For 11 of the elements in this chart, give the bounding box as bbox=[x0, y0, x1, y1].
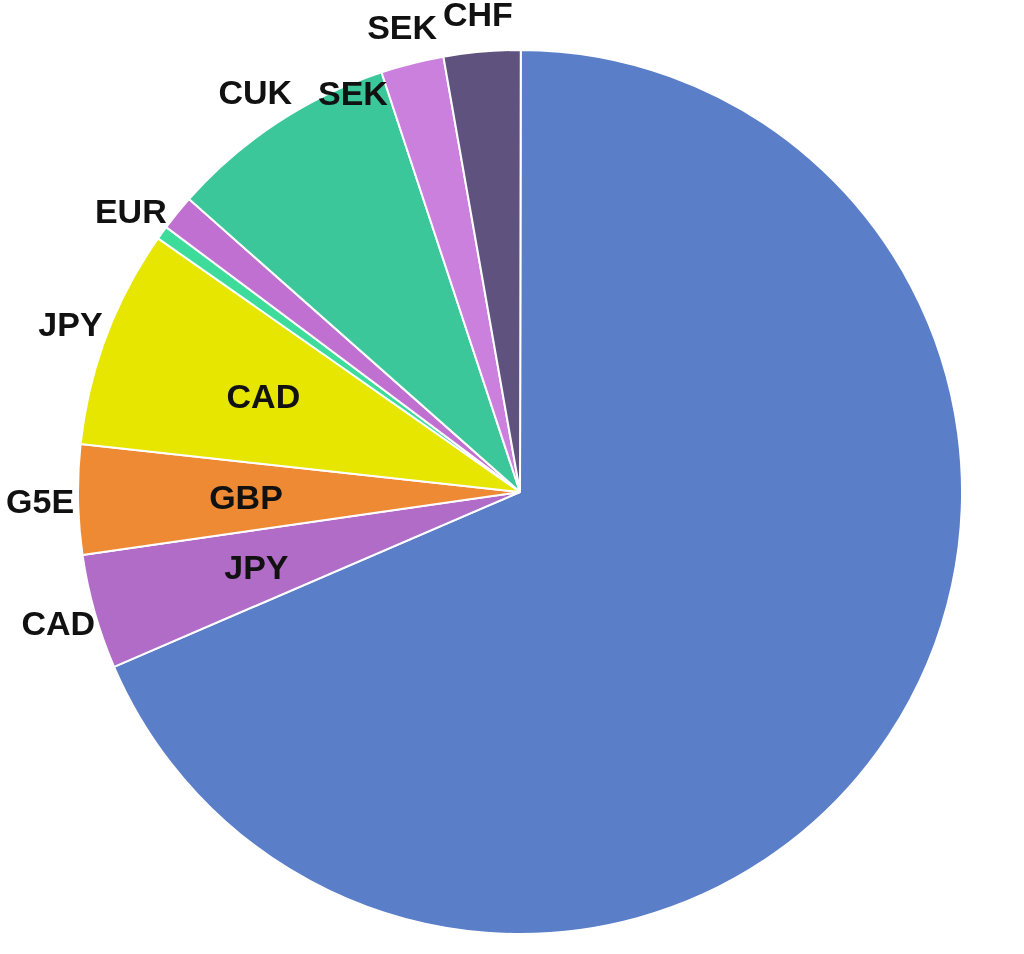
slice-label: G5E bbox=[6, 482, 75, 521]
text: JPY bbox=[224, 547, 289, 586]
slice-label: SEK bbox=[367, 7, 438, 46]
slice-label: JPY bbox=[38, 304, 103, 343]
text: SEK bbox=[318, 74, 389, 112]
slice-label: EUR bbox=[94, 192, 167, 231]
slice-label: CUK bbox=[218, 72, 293, 111]
slice-label: CHF bbox=[442, 0, 513, 33]
slice-label: CAD bbox=[21, 604, 96, 643]
text: GBP bbox=[209, 478, 283, 517]
text: CAD bbox=[226, 376, 301, 415]
